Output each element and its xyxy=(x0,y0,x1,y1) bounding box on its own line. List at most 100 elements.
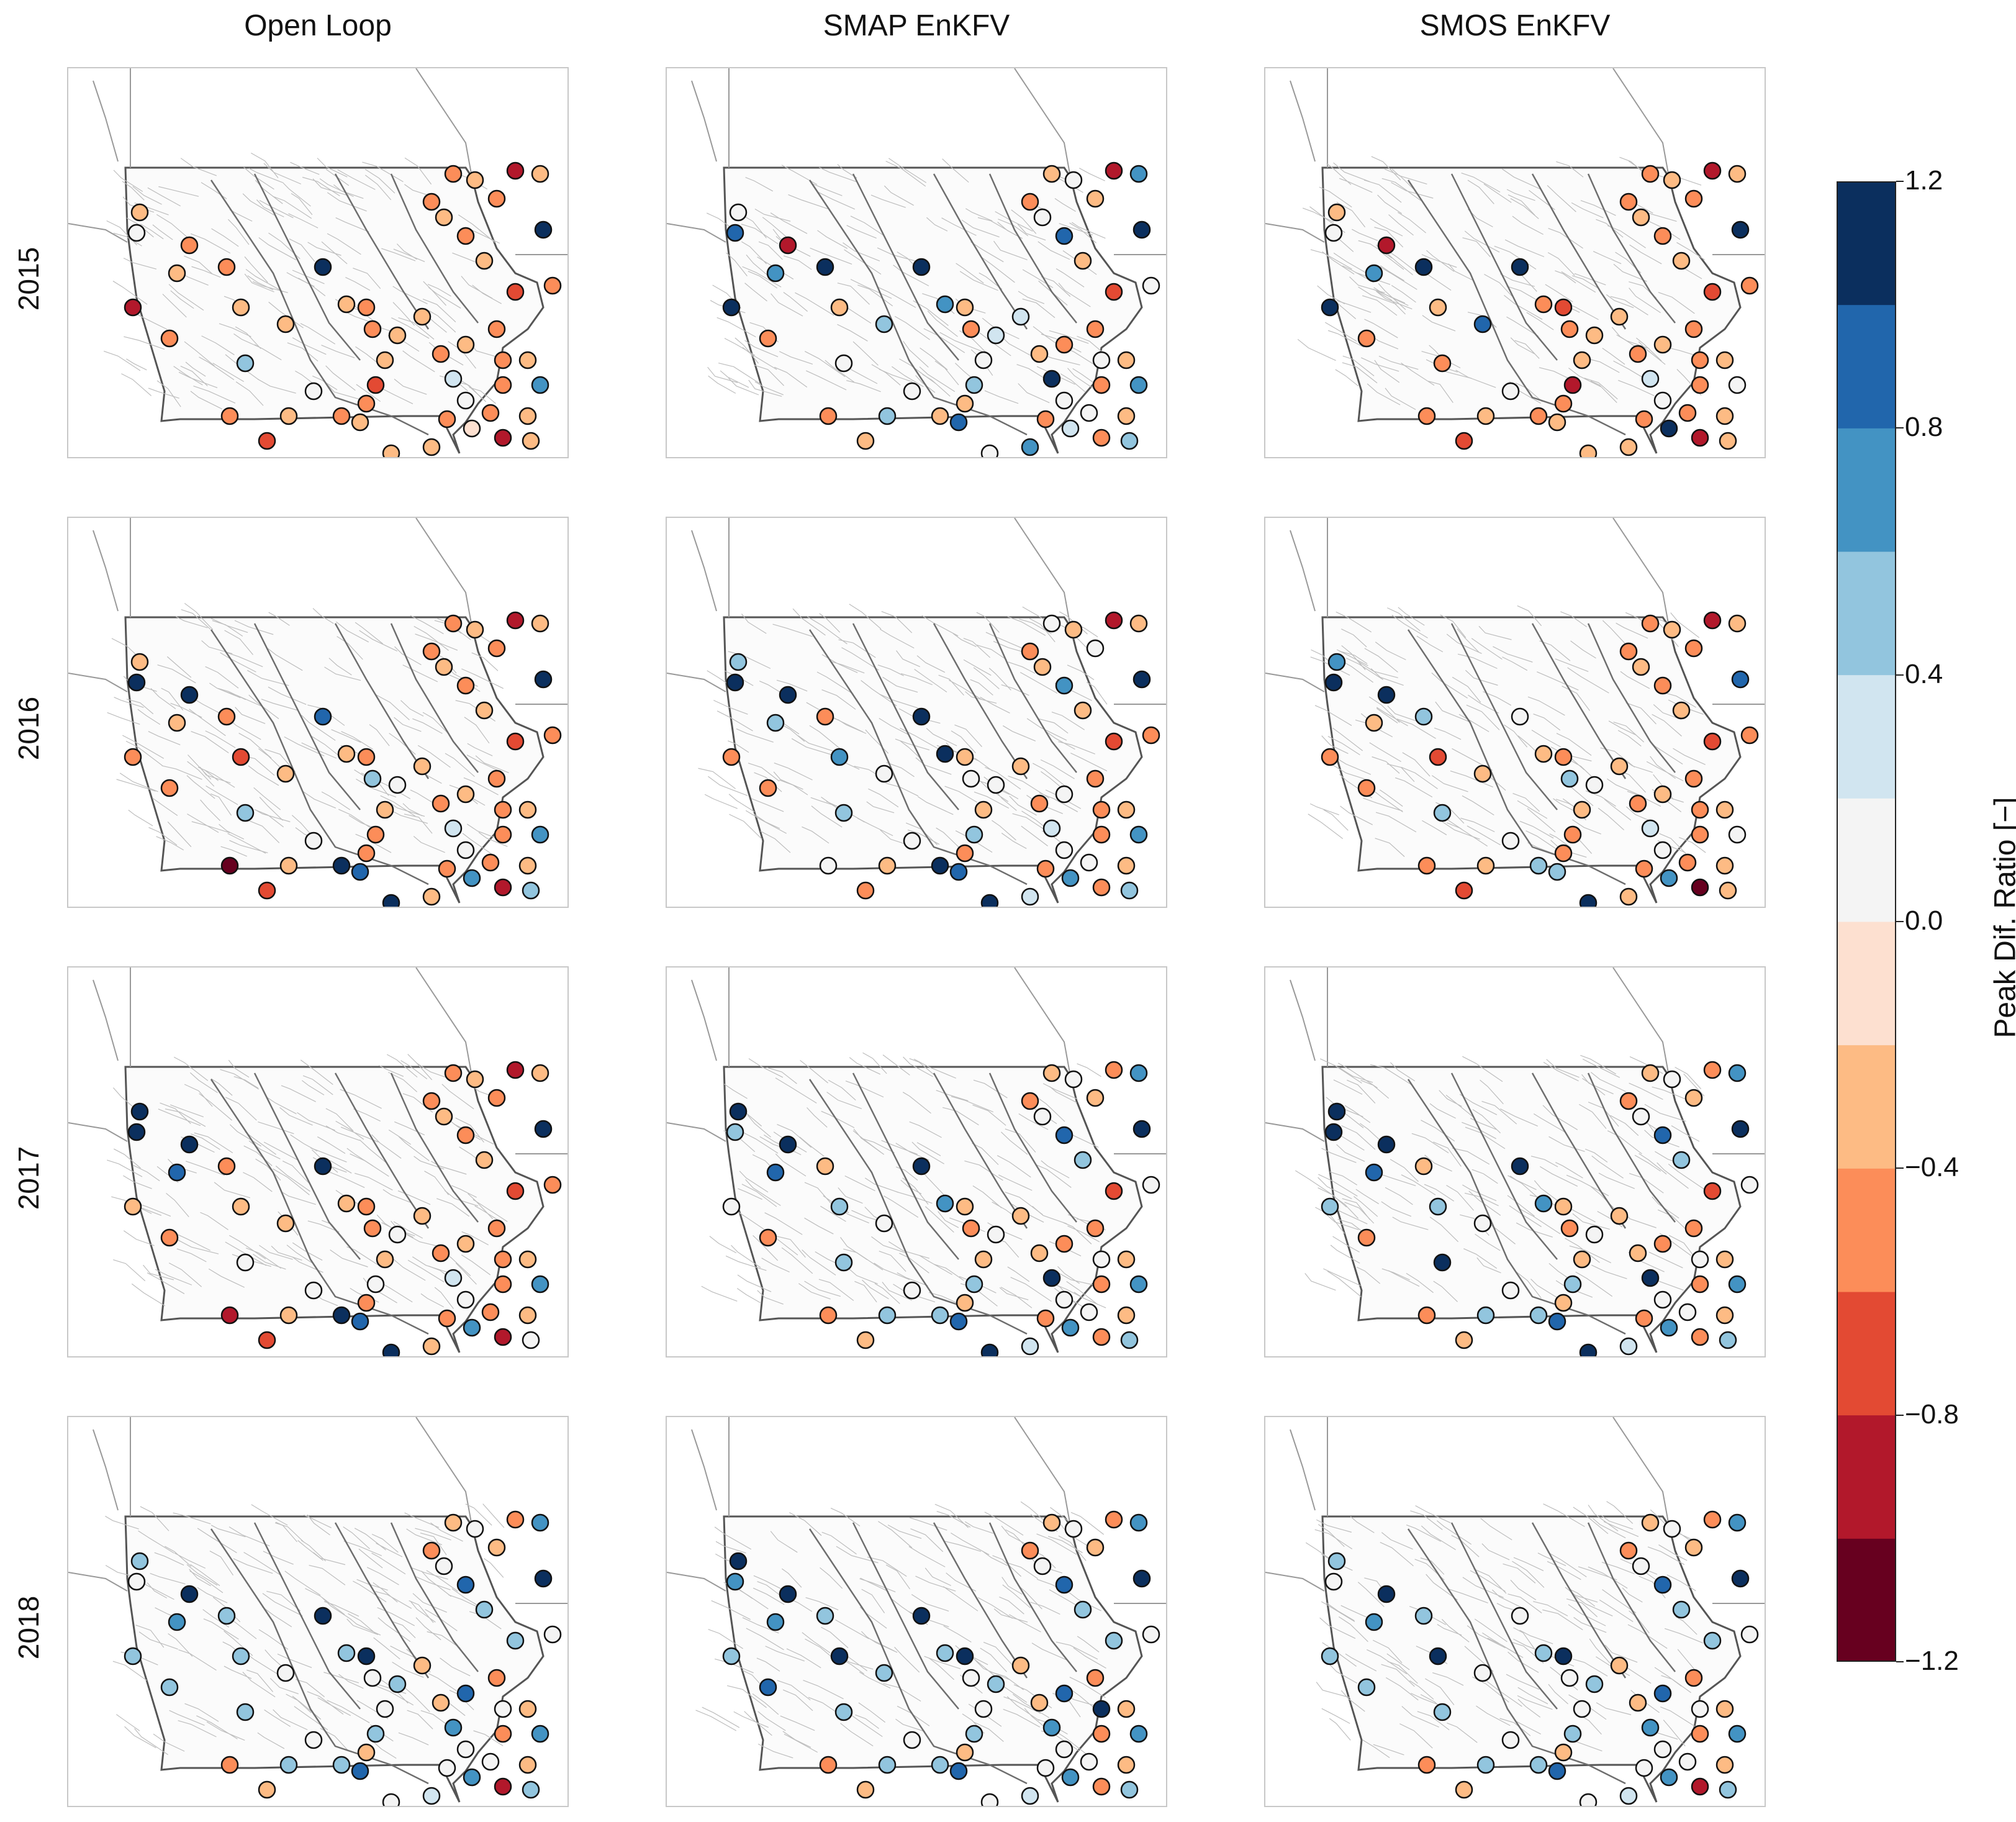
station-marker xyxy=(276,315,295,333)
station-marker xyxy=(1619,1337,1638,1356)
station-marker xyxy=(1129,1725,1148,1743)
station-marker xyxy=(435,1107,453,1126)
station-marker xyxy=(878,407,897,425)
station-marker xyxy=(518,1306,537,1325)
station-marker xyxy=(1632,1557,1650,1575)
map-panel-open-loop-2015 xyxy=(67,67,569,458)
station-marker xyxy=(759,779,777,797)
station-marker xyxy=(1635,410,1653,428)
colorbar-bin xyxy=(1837,798,1896,922)
station-marker xyxy=(1731,1120,1750,1138)
station-marker xyxy=(1074,1151,1092,1169)
station-marker xyxy=(314,258,332,276)
station-marker xyxy=(456,1575,475,1594)
station-marker xyxy=(1529,856,1548,875)
station-marker xyxy=(1061,869,1080,887)
station-marker xyxy=(1142,276,1160,295)
station-marker xyxy=(1563,825,1582,844)
station-marker xyxy=(956,1294,974,1312)
station-marker xyxy=(494,1275,512,1294)
station-marker xyxy=(494,376,512,394)
station-marker xyxy=(903,1281,921,1300)
station-marker xyxy=(1663,1070,1681,1089)
colorbar-bin xyxy=(1837,1415,1896,1539)
station-marker xyxy=(1563,376,1582,394)
station-marker xyxy=(1728,825,1747,844)
station-marker xyxy=(531,1275,549,1294)
station-marker xyxy=(1055,227,1074,245)
station-marker xyxy=(962,1219,980,1238)
station-marker xyxy=(759,329,777,348)
station-marker xyxy=(1433,354,1452,373)
station-marker xyxy=(1377,686,1396,704)
station-marker xyxy=(1055,391,1074,410)
station-marker xyxy=(856,432,875,450)
station-marker xyxy=(1653,676,1672,695)
station-marker xyxy=(1672,701,1691,720)
station-marker xyxy=(236,804,255,822)
station-marker xyxy=(357,1294,376,1312)
station-marker xyxy=(949,1312,968,1331)
station-marker xyxy=(456,676,475,695)
station-marker xyxy=(1672,1151,1691,1169)
station-marker xyxy=(1534,745,1553,763)
station-marker xyxy=(1327,1102,1346,1121)
station-marker xyxy=(506,1510,525,1529)
station-marker xyxy=(1715,351,1734,369)
station-marker xyxy=(435,1557,453,1575)
station-marker xyxy=(779,1585,797,1603)
station-marker xyxy=(456,1235,475,1253)
station-marker xyxy=(1728,1064,1747,1082)
station-marker xyxy=(1678,1303,1697,1321)
row-label-2015: 2015 xyxy=(12,247,45,311)
station-marker xyxy=(1619,642,1638,661)
state-outline xyxy=(1321,1066,1742,1353)
station-marker xyxy=(506,732,525,751)
station-marker xyxy=(531,165,549,183)
station-marker xyxy=(494,800,512,819)
station-marker xyxy=(1092,825,1111,844)
colorbar-tick-label: 1.2 xyxy=(1905,165,1943,196)
station-marker xyxy=(366,376,385,394)
station-marker xyxy=(463,869,481,887)
station-marker xyxy=(481,404,500,422)
station-marker xyxy=(1660,1768,1678,1787)
station-marker xyxy=(160,1228,179,1247)
station-marker xyxy=(388,326,407,345)
station-marker xyxy=(1377,236,1396,255)
station-marker xyxy=(1715,1700,1734,1718)
station-marker xyxy=(314,1157,332,1176)
station-marker xyxy=(1579,894,1598,907)
station-marker xyxy=(1324,224,1343,242)
station-marker xyxy=(759,1678,777,1697)
colorbar-tick-mark xyxy=(1896,1414,1904,1416)
station-marker xyxy=(1092,428,1111,447)
station-marker xyxy=(1105,1061,1123,1079)
station-marker xyxy=(1055,1126,1074,1144)
station-marker xyxy=(816,707,834,726)
station-marker xyxy=(1501,1731,1520,1749)
station-marker xyxy=(304,832,323,850)
station-marker xyxy=(1684,1219,1703,1238)
station-marker xyxy=(363,1219,382,1238)
station-marker xyxy=(1021,1092,1039,1110)
station-marker xyxy=(531,376,549,394)
station-marker xyxy=(1042,1064,1061,1082)
station-marker xyxy=(1653,1235,1672,1253)
station-marker xyxy=(1120,432,1139,450)
station-marker xyxy=(220,856,239,875)
station-marker xyxy=(1684,769,1703,788)
station-marker xyxy=(1080,1752,1098,1771)
station-marker xyxy=(543,726,562,745)
station-marker xyxy=(1719,1331,1737,1349)
station-marker xyxy=(1365,714,1383,732)
station-marker xyxy=(1142,726,1160,745)
station-marker xyxy=(722,298,741,317)
station-marker xyxy=(276,764,295,783)
station-marker xyxy=(1117,800,1136,819)
colorbar xyxy=(1837,181,1896,1662)
station-marker xyxy=(936,295,954,314)
station-marker xyxy=(518,1700,537,1718)
station-marker xyxy=(1030,1244,1049,1262)
